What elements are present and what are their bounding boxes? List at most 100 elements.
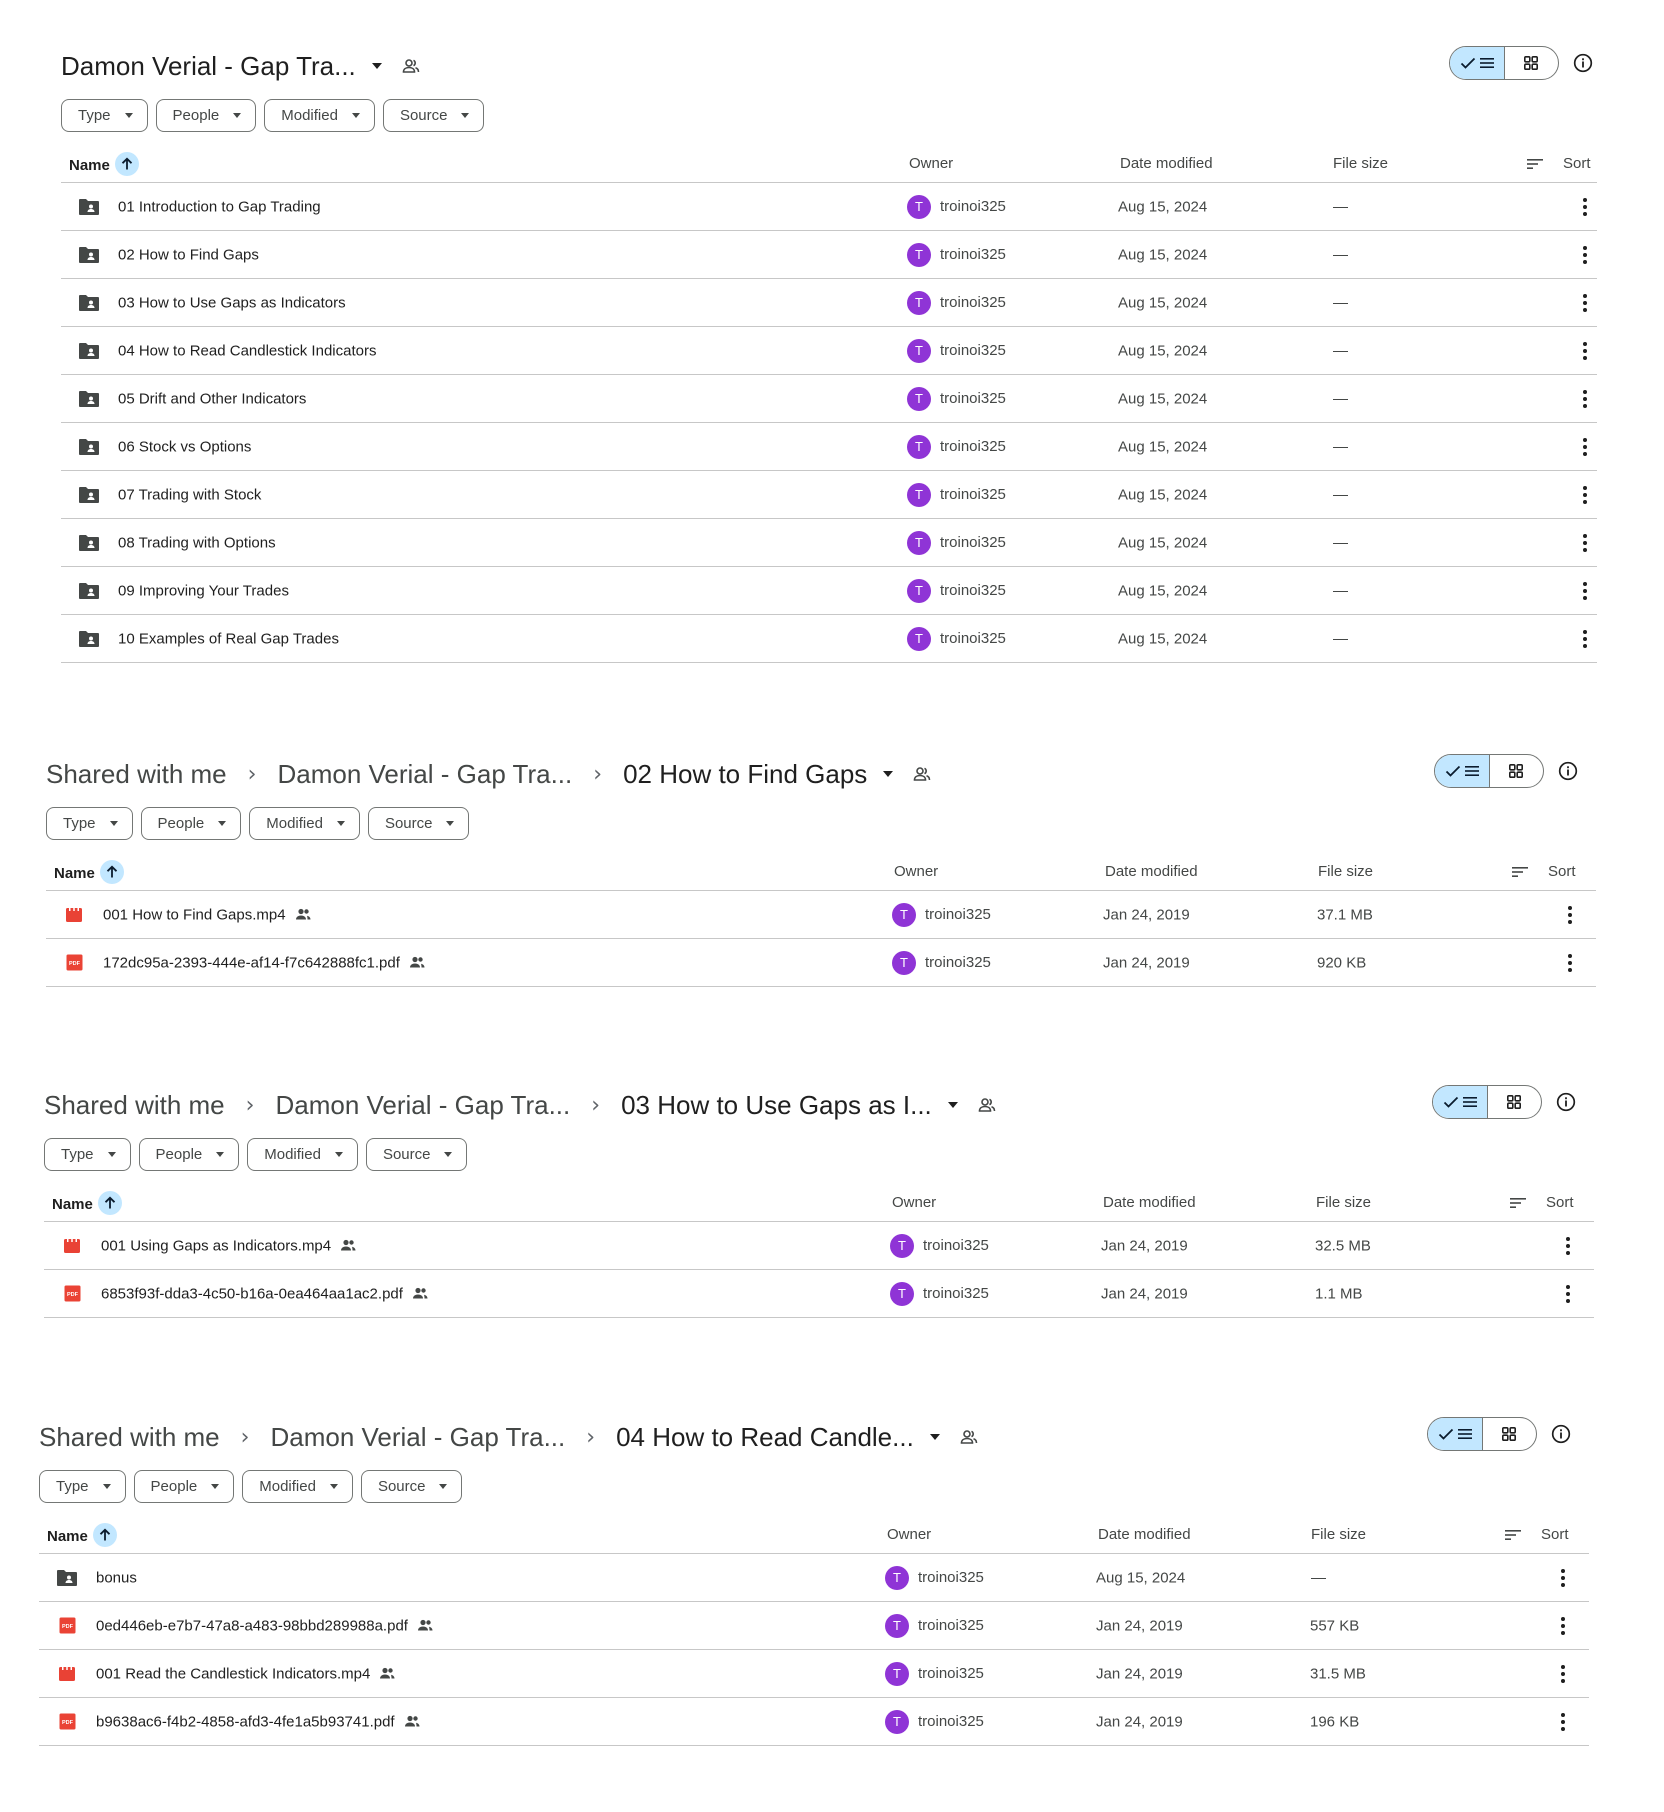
filter-chip-modified[interactable]: Modified bbox=[247, 1138, 358, 1171]
filter-chip-people[interactable]: People bbox=[140, 807, 242, 840]
sort-button[interactable]: Sort bbox=[1527, 155, 1591, 172]
list-view-button[interactable] bbox=[1450, 47, 1505, 79]
filter-chip-source[interactable]: Source bbox=[360, 1470, 463, 1503]
filter-chip-source[interactable]: Source bbox=[367, 807, 470, 840]
sort-ascending-icon[interactable] bbox=[97, 1191, 122, 1215]
more-actions-icon[interactable] bbox=[1583, 389, 1587, 408]
column-header-date-modified[interactable]: Date modified bbox=[1103, 1194, 1196, 1211]
info-icon[interactable] bbox=[1551, 1424, 1571, 1444]
column-header-owner[interactable]: Owner bbox=[894, 863, 939, 880]
more-actions-icon[interactable] bbox=[1583, 629, 1587, 648]
column-header-owner[interactable]: Owner bbox=[892, 1194, 937, 1211]
filter-chip-type[interactable]: Type bbox=[39, 1470, 126, 1503]
filter-chip-type[interactable]: Type bbox=[61, 99, 148, 132]
grid-view-button[interactable] bbox=[1488, 1086, 1541, 1118]
grid-view-button[interactable] bbox=[1483, 1418, 1536, 1450]
more-actions-icon[interactable] bbox=[1561, 1616, 1565, 1635]
filter-chip-modified[interactable]: Modified bbox=[264, 99, 375, 132]
table-row[interactable]: PDF 6853f93f-dda3-4c50-b16a-0ea464aa1ac2.… bbox=[44, 1270, 1594, 1318]
column-header-name[interactable]: Name bbox=[52, 1191, 122, 1215]
sort-button[interactable]: Sort bbox=[1510, 1194, 1574, 1211]
info-icon[interactable] bbox=[1573, 53, 1593, 73]
column-header-file-size[interactable]: File size bbox=[1316, 1194, 1372, 1211]
list-view-button[interactable] bbox=[1428, 1418, 1483, 1450]
sort-ascending-icon[interactable] bbox=[92, 1523, 117, 1547]
more-actions-icon[interactable] bbox=[1583, 245, 1587, 264]
table-row[interactable]: PDF 172dc95a-2393-444e-af14-f7c642888fc1.… bbox=[46, 939, 1596, 987]
filter-chip-people[interactable]: People bbox=[155, 99, 257, 132]
more-actions-icon[interactable] bbox=[1583, 581, 1587, 600]
column-header-file-size[interactable]: File size bbox=[1333, 155, 1389, 172]
table-row[interactable]: PDF 0ed446eb-e7b7-47a8-a483-98bbd289988a.… bbox=[39, 1602, 1589, 1650]
breadcrumb-item[interactable]: Shared with me bbox=[44, 1089, 225, 1120]
sort-ascending-icon[interactable] bbox=[114, 152, 139, 176]
breadcrumb-item[interactable]: Damon Verial - Gap Tra... bbox=[275, 1089, 571, 1120]
more-actions-icon[interactable] bbox=[1583, 341, 1587, 360]
column-header-date-modified[interactable]: Date modified bbox=[1105, 863, 1198, 880]
filter-chip-people[interactable]: People bbox=[138, 1138, 240, 1171]
column-header-file-size[interactable]: File size bbox=[1318, 863, 1374, 880]
sort-button[interactable]: Sort bbox=[1505, 1526, 1569, 1543]
more-actions-icon[interactable] bbox=[1583, 437, 1587, 456]
column-header-date-modified[interactable]: Date modified bbox=[1120, 155, 1213, 172]
filter-chip-source[interactable]: Source bbox=[365, 1138, 468, 1171]
sort-button[interactable]: Sort bbox=[1512, 863, 1576, 880]
filter-chip-modified[interactable]: Modified bbox=[242, 1470, 353, 1503]
column-header-name[interactable]: Name bbox=[54, 860, 124, 884]
folder-menu-caret-icon[interactable] bbox=[371, 63, 382, 69]
more-actions-icon[interactable] bbox=[1583, 293, 1587, 312]
column-header-owner[interactable]: Owner bbox=[887, 1526, 932, 1543]
folder-menu-caret-icon[interactable] bbox=[929, 1434, 940, 1440]
folder-menu-caret-icon[interactable] bbox=[947, 1102, 958, 1108]
more-actions-icon[interactable] bbox=[1583, 485, 1587, 504]
more-actions-icon[interactable] bbox=[1568, 905, 1572, 924]
breadcrumb-item[interactable]: Shared with me bbox=[46, 758, 227, 789]
column-header-file-size[interactable]: File size bbox=[1311, 1526, 1367, 1543]
breadcrumb-item[interactable]: Shared with me bbox=[39, 1421, 220, 1452]
column-header-name[interactable]: Name bbox=[69, 152, 139, 176]
list-view-button[interactable] bbox=[1433, 1086, 1488, 1118]
info-icon[interactable] bbox=[1556, 1092, 1576, 1112]
table-row[interactable]: PDF b9638ac6-f4b2-4858-afd3-4fe1a5b93741.… bbox=[39, 1698, 1589, 1746]
more-actions-icon[interactable] bbox=[1561, 1664, 1565, 1683]
more-actions-icon[interactable] bbox=[1583, 197, 1587, 216]
sort-ascending-icon[interactable] bbox=[99, 860, 124, 884]
filter-chip-people[interactable]: People bbox=[133, 1470, 235, 1503]
breadcrumb-current-folder[interactable]: 03 How to Use Gaps as I... bbox=[621, 1089, 932, 1120]
filter-chip-source[interactable]: Source bbox=[382, 99, 485, 132]
grid-view-button[interactable] bbox=[1505, 47, 1558, 79]
info-icon[interactable] bbox=[1558, 761, 1578, 781]
breadcrumb-current-folder[interactable]: Damon Verial - Gap Tra... bbox=[61, 50, 356, 81]
column-header-date-modified[interactable]: Date modified bbox=[1098, 1526, 1191, 1543]
more-actions-icon[interactable] bbox=[1566, 1236, 1570, 1255]
folder-menu-caret-icon[interactable] bbox=[883, 771, 894, 777]
more-actions-icon[interactable] bbox=[1561, 1712, 1565, 1731]
breadcrumb-item[interactable]: Damon Verial - Gap Tra... bbox=[270, 1421, 566, 1452]
grid-view-button[interactable] bbox=[1490, 755, 1543, 787]
column-header-owner[interactable]: Owner bbox=[909, 155, 954, 172]
more-actions-icon[interactable] bbox=[1566, 1284, 1570, 1303]
more-actions-icon[interactable] bbox=[1568, 953, 1572, 972]
more-actions-icon[interactable] bbox=[1583, 533, 1587, 552]
column-header-name[interactable]: Name bbox=[47, 1523, 117, 1547]
table-row[interactable]: 001 Read the Candlestick Indicators.mp4 T… bbox=[39, 1650, 1589, 1698]
filter-chip-type[interactable]: Type bbox=[46, 807, 133, 840]
breadcrumb-item[interactable]: Damon Verial - Gap Tra... bbox=[277, 758, 573, 789]
filter-chip-modified[interactable]: Modified bbox=[249, 807, 360, 840]
more-actions-icon[interactable] bbox=[1561, 1568, 1565, 1587]
list-view-button[interactable] bbox=[1435, 755, 1490, 787]
breadcrumb-current-folder[interactable]: 02 How to Find Gaps bbox=[623, 758, 868, 789]
filter-chip-type[interactable]: Type bbox=[44, 1138, 131, 1171]
